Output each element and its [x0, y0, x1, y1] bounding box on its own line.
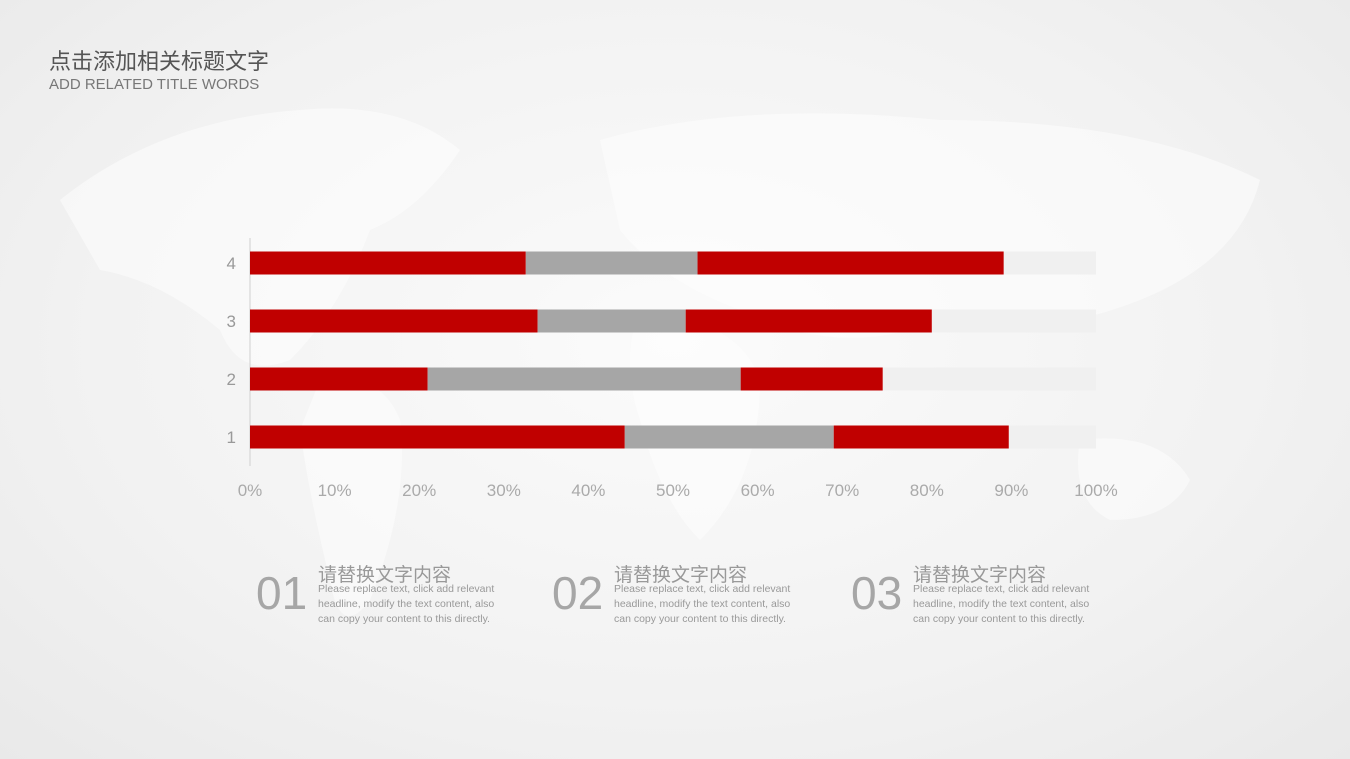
x-tick-label: 20%: [402, 481, 436, 500]
bar-segment-1-2: [624, 425, 834, 449]
y-tick-label: 1: [227, 428, 236, 447]
bar-segment-3-2: [537, 309, 686, 333]
item-description: Please replace text, click add relevant …: [614, 583, 791, 625]
page-subtitle: ADD RELATED TITLE WORDS: [49, 76, 260, 93]
bar-segment-2-4: [882, 367, 1096, 391]
bar-segment-3-3: [685, 309, 932, 333]
bar-segment-4-1: [250, 251, 526, 275]
x-tick-label: 80%: [910, 481, 944, 500]
page-title: 点击添加相关标题文字: [49, 49, 270, 74]
bar-segment-4-4: [1003, 251, 1096, 275]
info-item-3: 03 请替换文字内容 Please replace text, click ad…: [851, 560, 1111, 630]
x-tick-label: 50%: [656, 481, 690, 500]
bar-segment-1-4: [1008, 425, 1096, 449]
x-tick-label: 70%: [825, 481, 859, 500]
bar-segment-1-1: [250, 425, 625, 449]
item-description: Please replace text, click add relevant …: [318, 583, 495, 625]
item-number: 01: [256, 567, 308, 619]
item-heading: 请替换文字内容: [913, 565, 1047, 586]
item-description: Please replace text, click add relevant …: [913, 583, 1090, 625]
x-tick-label: 90%: [994, 481, 1028, 500]
x-tick-label: 10%: [318, 481, 352, 500]
bar-segment-2-2: [427, 367, 741, 391]
item-heading: 请替换文字内容: [614, 565, 748, 586]
x-tick-label: 100%: [1074, 481, 1117, 500]
info-item-1: 01 请替换文字内容 Please replace text, click ad…: [256, 560, 516, 630]
x-tick-label: 60%: [741, 481, 775, 500]
item-heading: 请替换文字内容: [318, 565, 452, 586]
bar-segment-2-1: [250, 367, 428, 391]
bar-segment-4-3: [697, 251, 1004, 275]
bar-segment-3-4: [931, 309, 1096, 333]
x-tick-label: 40%: [571, 481, 605, 500]
y-tick-label: 4: [227, 254, 236, 273]
info-item-2: 02 请替换文字内容 Please replace text, click ad…: [552, 560, 812, 630]
y-tick-label: 2: [227, 370, 236, 389]
bar-segment-2-3: [740, 367, 883, 391]
bar-segment-1-3: [833, 425, 1009, 449]
y-tick-label: 3: [227, 312, 236, 331]
item-number: 03: [851, 567, 903, 619]
x-tick-label: 0%: [238, 481, 263, 500]
x-tick-label: 30%: [487, 481, 521, 500]
bar-segment-3-1: [250, 309, 538, 333]
bar-segment-4-2: [525, 251, 698, 275]
item-number: 02: [552, 567, 604, 619]
